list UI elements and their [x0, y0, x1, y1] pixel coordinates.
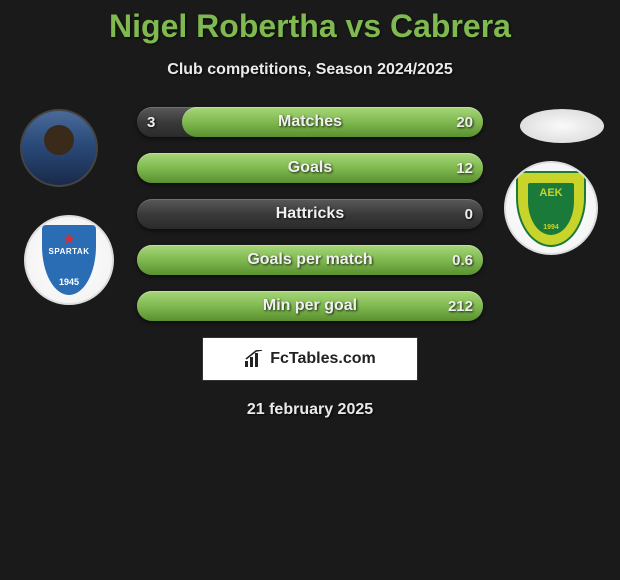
stat-value-right: 0 — [465, 199, 473, 229]
right-club-year: 1994 — [528, 224, 574, 231]
stat-row: Hattricks0 — [137, 199, 483, 229]
stat-value-right: 20 — [456, 107, 473, 137]
right-club-name: AEK — [528, 187, 574, 199]
stat-value-right: 212 — [448, 291, 473, 321]
stat-label: Goals — [137, 153, 483, 183]
shield-icon: AEK 1994 — [516, 171, 586, 247]
branding-box: FcTables.com — [202, 337, 418, 381]
comparison-panel: ★ SPARTAK 1945 AEK 1994 3Matches20Goals1… — [0, 107, 620, 419]
right-club-badge: AEK 1994 — [504, 161, 598, 255]
chart-icon — [244, 350, 264, 368]
stat-value-right: 12 — [456, 153, 473, 183]
left-club-name: SPARTAK — [42, 247, 96, 256]
stat-label: Matches — [137, 107, 483, 137]
shield-icon: ★ SPARTAK 1945 — [42, 225, 96, 295]
stat-label: Min per goal — [137, 291, 483, 321]
left-player-avatar — [20, 109, 98, 187]
left-club-badge: ★ SPARTAK 1945 — [24, 215, 114, 305]
star-icon: ★ — [62, 229, 76, 249]
stat-row: Goals12 — [137, 153, 483, 183]
left-club-year: 1945 — [42, 277, 96, 287]
stat-label: Hattricks — [137, 199, 483, 229]
stat-label: Goals per match — [137, 245, 483, 275]
right-player-avatar — [520, 109, 604, 143]
page-title: Nigel Robertha vs Cabrera — [0, 0, 620, 45]
stat-row: Min per goal212 — [137, 291, 483, 321]
stat-row: 3Matches20 — [137, 107, 483, 137]
stat-row: Goals per match0.6 — [137, 245, 483, 275]
subtitle: Club competitions, Season 2024/2025 — [0, 61, 620, 79]
branding-label: FcTables.com — [270, 350, 376, 368]
comparison-date: 21 february 2025 — [0, 401, 620, 419]
stat-value-right: 0.6 — [452, 245, 473, 275]
stat-bars: 3Matches20 Goals12 Hattricks0 Goals per mat… — [137, 107, 483, 321]
